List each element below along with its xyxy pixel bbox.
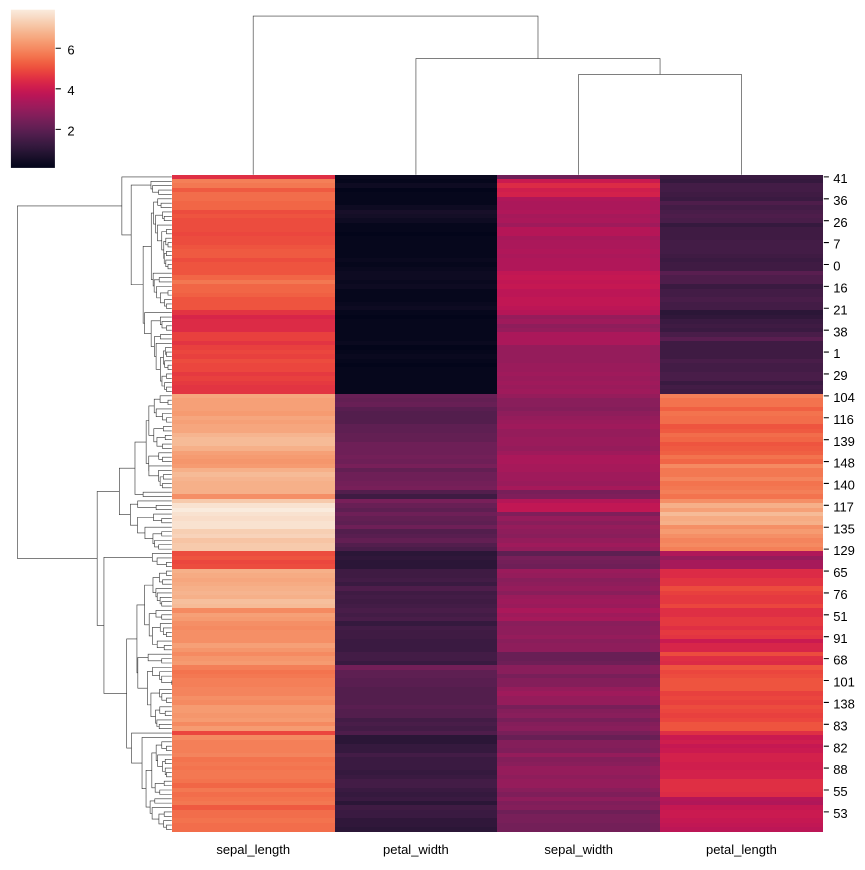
- svg-text:36: 36: [833, 193, 847, 208]
- svg-text:petal_width: petal_width: [383, 842, 449, 857]
- svg-text:55: 55: [833, 784, 847, 799]
- svg-text:petal_length: petal_length: [706, 842, 777, 857]
- svg-text:6: 6: [67, 42, 74, 57]
- svg-text:91: 91: [833, 631, 847, 646]
- svg-text:83: 83: [833, 718, 847, 733]
- svg-text:101: 101: [833, 675, 855, 690]
- svg-text:82: 82: [833, 740, 847, 755]
- svg-text:41: 41: [833, 171, 847, 186]
- svg-text:104: 104: [833, 390, 855, 405]
- svg-text:65: 65: [833, 565, 847, 580]
- svg-text:129: 129: [833, 543, 855, 558]
- svg-text:16: 16: [833, 280, 847, 295]
- svg-text:2: 2: [67, 123, 74, 138]
- svg-text:21: 21: [833, 302, 847, 317]
- svg-text:138: 138: [833, 697, 855, 712]
- svg-text:51: 51: [833, 609, 847, 624]
- svg-text:117: 117: [833, 499, 854, 514]
- svg-text:53: 53: [833, 806, 847, 821]
- svg-text:4: 4: [67, 83, 74, 98]
- svg-text:26: 26: [833, 215, 847, 230]
- svg-text:76: 76: [833, 587, 847, 602]
- svg-text:7: 7: [833, 237, 840, 252]
- svg-text:sepal_length: sepal_length: [216, 842, 290, 857]
- svg-text:140: 140: [833, 478, 855, 493]
- svg-text:1: 1: [833, 346, 840, 361]
- svg-text:116: 116: [833, 412, 854, 427]
- svg-text:sepal_width: sepal_width: [544, 842, 613, 857]
- svg-text:139: 139: [833, 434, 855, 449]
- svg-text:29: 29: [833, 368, 847, 383]
- svg-text:88: 88: [833, 762, 847, 777]
- svg-text:148: 148: [833, 456, 855, 471]
- svg-text:0: 0: [833, 259, 840, 274]
- svg-text:135: 135: [833, 521, 855, 536]
- svg-text:38: 38: [833, 324, 847, 339]
- svg-text:68: 68: [833, 653, 847, 668]
